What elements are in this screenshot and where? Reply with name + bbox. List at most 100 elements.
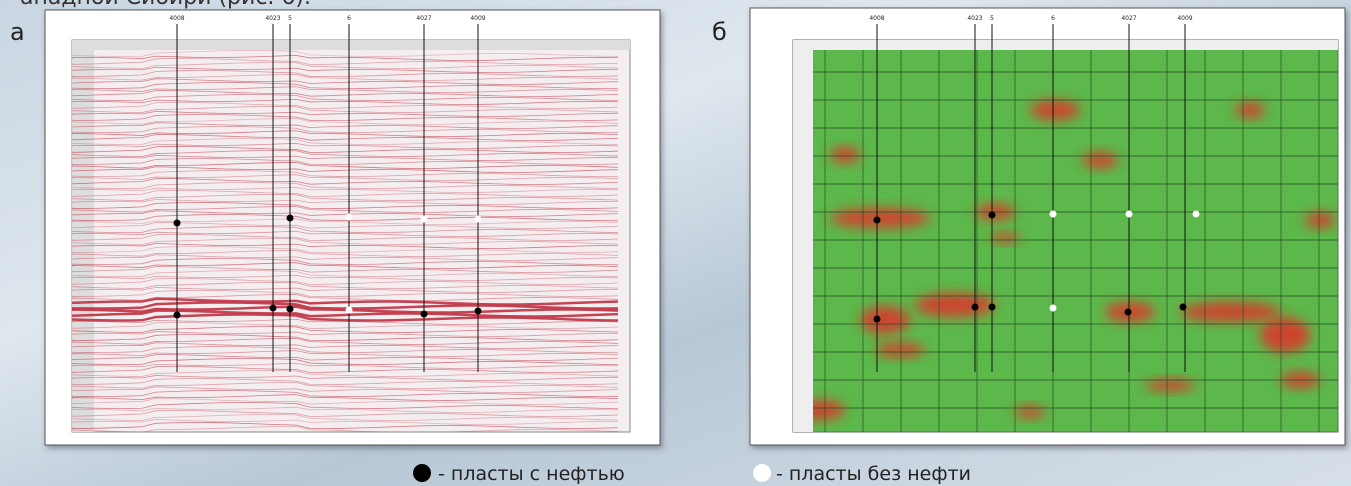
oil-dot [286, 214, 294, 222]
reflector [72, 126, 619, 133]
well-label: 5 [990, 15, 994, 22]
reflector [72, 146, 619, 153]
reflector [72, 338, 619, 345]
reflector [72, 366, 619, 373]
axis-strip [793, 40, 1338, 50]
panel-label: б [712, 18, 727, 46]
reflector [72, 270, 619, 277]
reflector [72, 142, 619, 149]
dry-dot [1049, 210, 1057, 218]
dry-dot [1192, 210, 1200, 218]
reflector [72, 406, 619, 413]
oil-dot [286, 305, 294, 313]
reflector [72, 210, 619, 217]
reflector [72, 266, 619, 273]
reflector [72, 358, 619, 365]
reflector [72, 110, 619, 117]
reflector [72, 90, 619, 97]
reflector [72, 290, 619, 297]
well-label: 6 [347, 15, 351, 22]
reflector [72, 74, 619, 81]
reflector [72, 390, 619, 397]
reflector [72, 114, 619, 121]
map-content [793, 40, 1338, 432]
well-label: 4027 [1121, 15, 1136, 22]
reflector [72, 58, 619, 65]
legend-dry-dot [753, 464, 771, 482]
reflector [72, 190, 619, 197]
reflector [72, 226, 619, 233]
reflector [72, 294, 619, 301]
reflector [72, 78, 619, 85]
reflector [72, 138, 619, 145]
reflector [72, 410, 619, 417]
reflector [72, 118, 619, 125]
reflector [72, 222, 619, 229]
dry-dot [345, 306, 353, 314]
reflector [72, 154, 619, 161]
anomaly [1030, 100, 1080, 120]
oil-dot [1179, 303, 1187, 311]
oil-dot [474, 307, 482, 315]
reflector [72, 158, 619, 165]
legend-text: - пласты с нефтью [438, 463, 625, 485]
reflector [72, 250, 619, 257]
reflector [72, 62, 619, 69]
reflector [72, 82, 619, 89]
oil-dot [873, 216, 881, 224]
reflector [72, 102, 619, 109]
reflector [72, 166, 619, 173]
reflector [72, 262, 619, 269]
reflector [72, 394, 619, 401]
reflector [72, 382, 619, 389]
reflector [72, 386, 619, 393]
reflector [72, 66, 619, 73]
oil-dot [173, 219, 181, 227]
axis-strip [793, 40, 813, 432]
reflector [72, 305, 619, 314]
anomaly [860, 306, 910, 334]
oil-dot [1124, 308, 1132, 316]
seismic-traces [72, 50, 619, 432]
oil-dot [269, 304, 277, 312]
anomaly [1305, 212, 1335, 228]
axis-strip [72, 40, 94, 432]
anomaly [915, 293, 995, 317]
reflector [72, 182, 619, 189]
reflector [72, 70, 619, 77]
reflector [72, 194, 619, 201]
oil-dot [988, 211, 996, 219]
reflector [72, 246, 619, 253]
reflector [72, 334, 619, 341]
well-label: 4008 [869, 15, 884, 22]
reflector [72, 202, 619, 209]
reflector [72, 174, 619, 181]
reflector [72, 274, 619, 281]
oil-dot [420, 310, 428, 318]
reflector [72, 278, 619, 285]
legend-text: - пласты без нефти [776, 463, 971, 485]
well-label: 5 [288, 15, 292, 22]
reflector [72, 414, 619, 421]
reflector [72, 419, 619, 425]
reflector [72, 342, 619, 349]
anomaly [875, 343, 925, 357]
reflector [72, 162, 619, 169]
wells: 4008 4023 5 6 4027 4009 4008 4023 5 6 4027 4009 [169, 15, 1200, 372]
reflector [72, 313, 619, 322]
reflector [72, 362, 619, 369]
reflector [72, 297, 619, 306]
panel-label: а [10, 18, 25, 46]
reflector [72, 331, 619, 337]
attribute-map [792, 39, 1339, 433]
reflector [72, 242, 619, 249]
reflector [72, 98, 619, 105]
anomaly [1015, 406, 1045, 418]
reflector [72, 186, 619, 193]
reflector [72, 282, 619, 289]
reflector [72, 402, 619, 409]
reflector [72, 230, 619, 237]
reflector [72, 214, 619, 221]
